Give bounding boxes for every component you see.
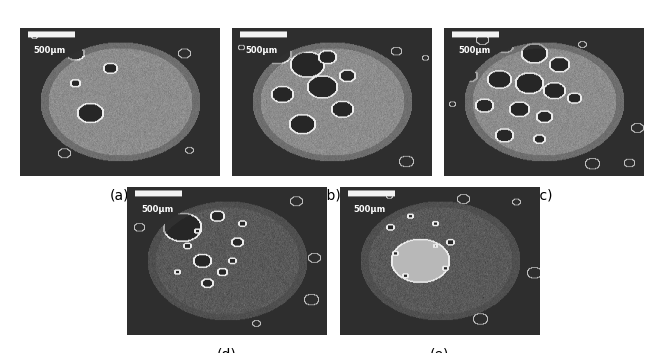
Text: 500μm: 500μm <box>33 46 66 55</box>
Text: (c): (c) <box>534 189 553 202</box>
Text: (a): (a) <box>110 189 129 202</box>
Text: (b): (b) <box>321 189 342 202</box>
Text: (d): (d) <box>217 347 237 353</box>
Text: 500μm: 500μm <box>246 46 278 55</box>
Text: ,: , <box>543 347 547 353</box>
Text: 500μm: 500μm <box>353 205 386 214</box>
Text: 500μm: 500μm <box>458 46 490 55</box>
Text: (e): (e) <box>430 347 449 353</box>
Text: 500μm: 500μm <box>141 205 174 214</box>
